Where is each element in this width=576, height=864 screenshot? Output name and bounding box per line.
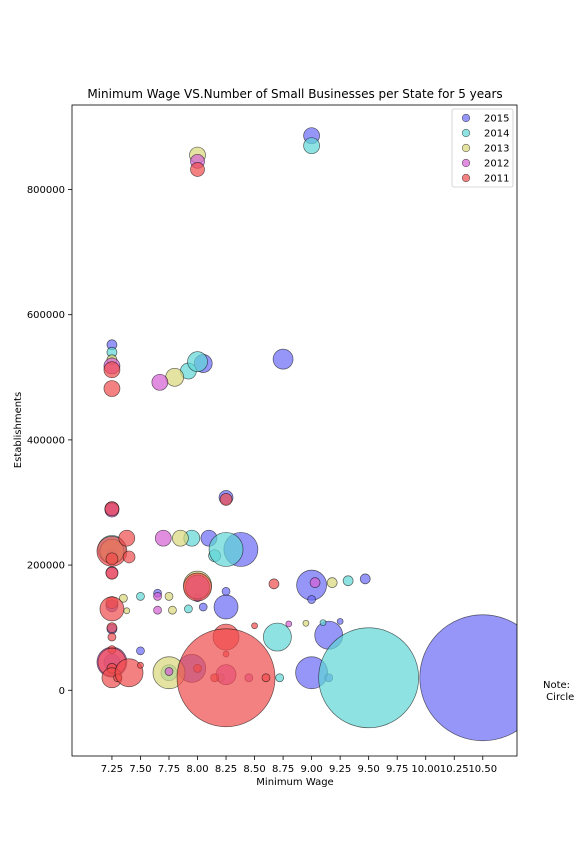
x-tick-label: 8.00 <box>186 764 208 775</box>
point-2014-13 <box>319 619 327 627</box>
point-2015-24 <box>359 573 371 585</box>
points-layer <box>96 127 517 742</box>
point-2012-4 <box>153 592 162 601</box>
point-2013-6 <box>168 605 177 615</box>
point-2011-29 <box>268 578 280 590</box>
point-2014-11 <box>275 673 285 683</box>
point-2015-19 <box>307 595 316 604</box>
point-2011-27 <box>251 622 258 630</box>
legend-marker-2011 <box>461 173 471 183</box>
point-2015-14 <box>213 594 239 620</box>
legend: 2015 2014 2013 2012 2011 <box>451 108 514 188</box>
point-2013-7 <box>165 367 185 387</box>
x-axis-label: Minimum Wage <box>256 777 333 788</box>
point-2014-9 <box>208 532 244 567</box>
x-tick-label: 8.75 <box>272 764 294 775</box>
x-tick-label: 9.00 <box>300 764 322 775</box>
point-2013-12 <box>326 577 338 588</box>
x-tick-label: 7.75 <box>158 764 180 775</box>
point-2012-7 <box>154 529 172 547</box>
point-2013-3 <box>123 607 131 615</box>
point-2014-10 <box>263 622 292 652</box>
point-2013-2 <box>118 593 128 603</box>
legend-marker-2015 <box>461 113 471 123</box>
point-2011-20 <box>183 572 212 602</box>
x-tick-label: 7.50 <box>129 764 151 775</box>
legend-label-2012: 2012 <box>484 159 509 170</box>
x-tick-label: 10.00 <box>411 764 440 775</box>
point-2015-23 <box>336 618 344 625</box>
point-2014-14 <box>342 575 354 587</box>
point-2014-5 <box>184 604 193 614</box>
point-2011-5 <box>105 566 119 580</box>
point-2011-8 <box>106 622 118 634</box>
point-2015-16 <box>272 348 294 370</box>
y-tick-label: 0 <box>59 686 65 697</box>
point-2015-6 <box>136 646 145 656</box>
chart-title: Minimum Wage VS.Number of Small Business… <box>87 87 502 101</box>
legend-label-2011: 2011 <box>484 174 509 185</box>
point-2011-18 <box>137 661 144 669</box>
legend-marker-2013 <box>461 143 471 153</box>
point-2011-19 <box>190 162 205 177</box>
point-2011-7 <box>99 596 125 622</box>
y-tick-label: 800000 <box>27 185 65 196</box>
point-2012-14 <box>309 577 321 588</box>
point-2011-9 <box>107 632 117 642</box>
legend-box <box>451 108 514 188</box>
point-2012-8 <box>164 667 174 676</box>
point-2015-13 <box>221 587 231 596</box>
plot-frame <box>71 104 518 757</box>
point-2013-11 <box>302 619 310 627</box>
point-2014-15 <box>318 627 420 729</box>
point-2011-16 <box>122 550 136 564</box>
point-2011-4 <box>105 552 119 566</box>
point-2013-8 <box>172 529 189 547</box>
y-tick-label: 400000 <box>27 435 65 446</box>
legend-marker-2014 <box>461 128 471 138</box>
x-tick-label: 7.25 <box>101 764 123 775</box>
x-tick-label: 10.50 <box>468 764 497 775</box>
point-2014-12 <box>303 137 320 155</box>
point-2015-9 <box>198 602 208 612</box>
point-2015-25 <box>419 614 517 742</box>
x-tick-label: 10.25 <box>440 764 469 775</box>
point-2012-5 <box>153 605 162 615</box>
point-2012-6 <box>151 373 169 391</box>
y-axis: 0 200000 400000 600000 800000 <box>27 185 72 697</box>
legend-label-2013: 2013 <box>484 144 509 155</box>
point-2011-15 <box>118 529 136 547</box>
y-tick-label: 600000 <box>27 310 65 321</box>
y-axis-label: Establishments <box>13 392 24 468</box>
note-text: Note: Circle <box>543 680 574 703</box>
legend-marker-2012 <box>461 158 471 168</box>
point-2011-2 <box>104 501 120 517</box>
point-2011-28 <box>261 673 271 683</box>
legend-label-2015: 2015 <box>484 114 509 125</box>
point-2011-0 <box>103 361 121 379</box>
point-2011-17 <box>114 658 144 688</box>
legend-label-2014: 2014 <box>484 129 509 140</box>
point-2011-23 <box>219 493 233 506</box>
point-2011-1 <box>103 380 121 397</box>
point-2013-5 <box>164 592 174 601</box>
x-tick-label: 9.25 <box>329 764 351 775</box>
x-tick-label: 9.75 <box>386 764 408 775</box>
x-axis: 7.25 7.50 7.75 8.00 8.25 8.50 8.75 9.00 9.25 9.50… <box>101 756 497 775</box>
point-2014-7 <box>187 351 208 372</box>
x-tick-label: 8.50 <box>243 764 265 775</box>
x-tick-label: 9.50 <box>358 764 380 775</box>
point-2012-13 <box>285 620 293 628</box>
point-2011-26 <box>176 628 276 728</box>
y-tick-label: 200000 <box>27 561 65 572</box>
point-2014-2 <box>136 592 145 601</box>
x-tick-label: 8.25 <box>215 764 237 775</box>
